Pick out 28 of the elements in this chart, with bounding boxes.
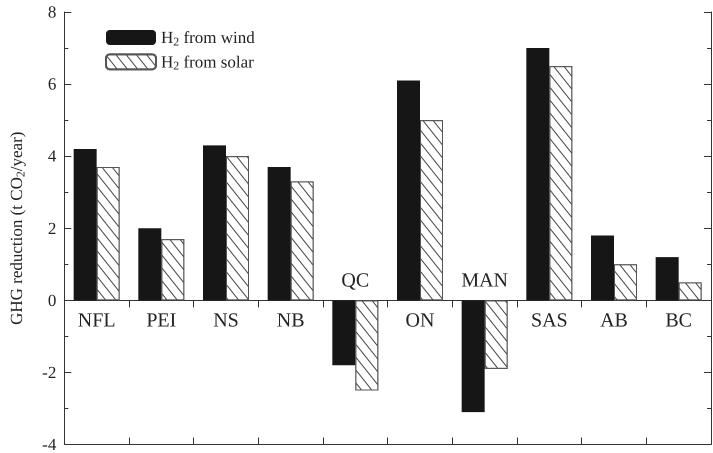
bar [202, 145, 226, 300]
bar [74, 148, 97, 300]
y-tick-label: 2 [48, 218, 56, 238]
bar [656, 257, 679, 300]
bar [138, 228, 162, 300]
bar [526, 48, 550, 300]
x-tick-label: NFL [78, 309, 116, 332]
x-tick-label: NB [276, 309, 305, 332]
y-tick-label: 6 [48, 74, 56, 94]
y-axis-title: GHG reduction (t CO2/year) [7, 132, 28, 325]
x-tick-label: BC [665, 309, 692, 332]
y-tick-label: 4 [48, 146, 57, 166]
x-tick-label: AB [600, 309, 628, 332]
y-tick-label: -4 [42, 435, 57, 453]
bar [591, 235, 614, 300]
y-tick-label: -2 [42, 362, 56, 382]
x-tick-label: MAN [461, 269, 508, 292]
x-tick-label: NS [213, 309, 239, 332]
bar [396, 80, 420, 300]
x-tick-label: QC [341, 269, 370, 292]
x-tick-label: ON [406, 309, 434, 332]
bar [268, 166, 291, 300]
bar [332, 300, 356, 366]
bar [462, 300, 485, 412]
x-tick-label: PEI [146, 309, 176, 332]
y-tick-label: 8 [48, 2, 56, 22]
y-tick-label: 0 [48, 290, 56, 310]
x-tick-label: SAS [530, 309, 568, 332]
